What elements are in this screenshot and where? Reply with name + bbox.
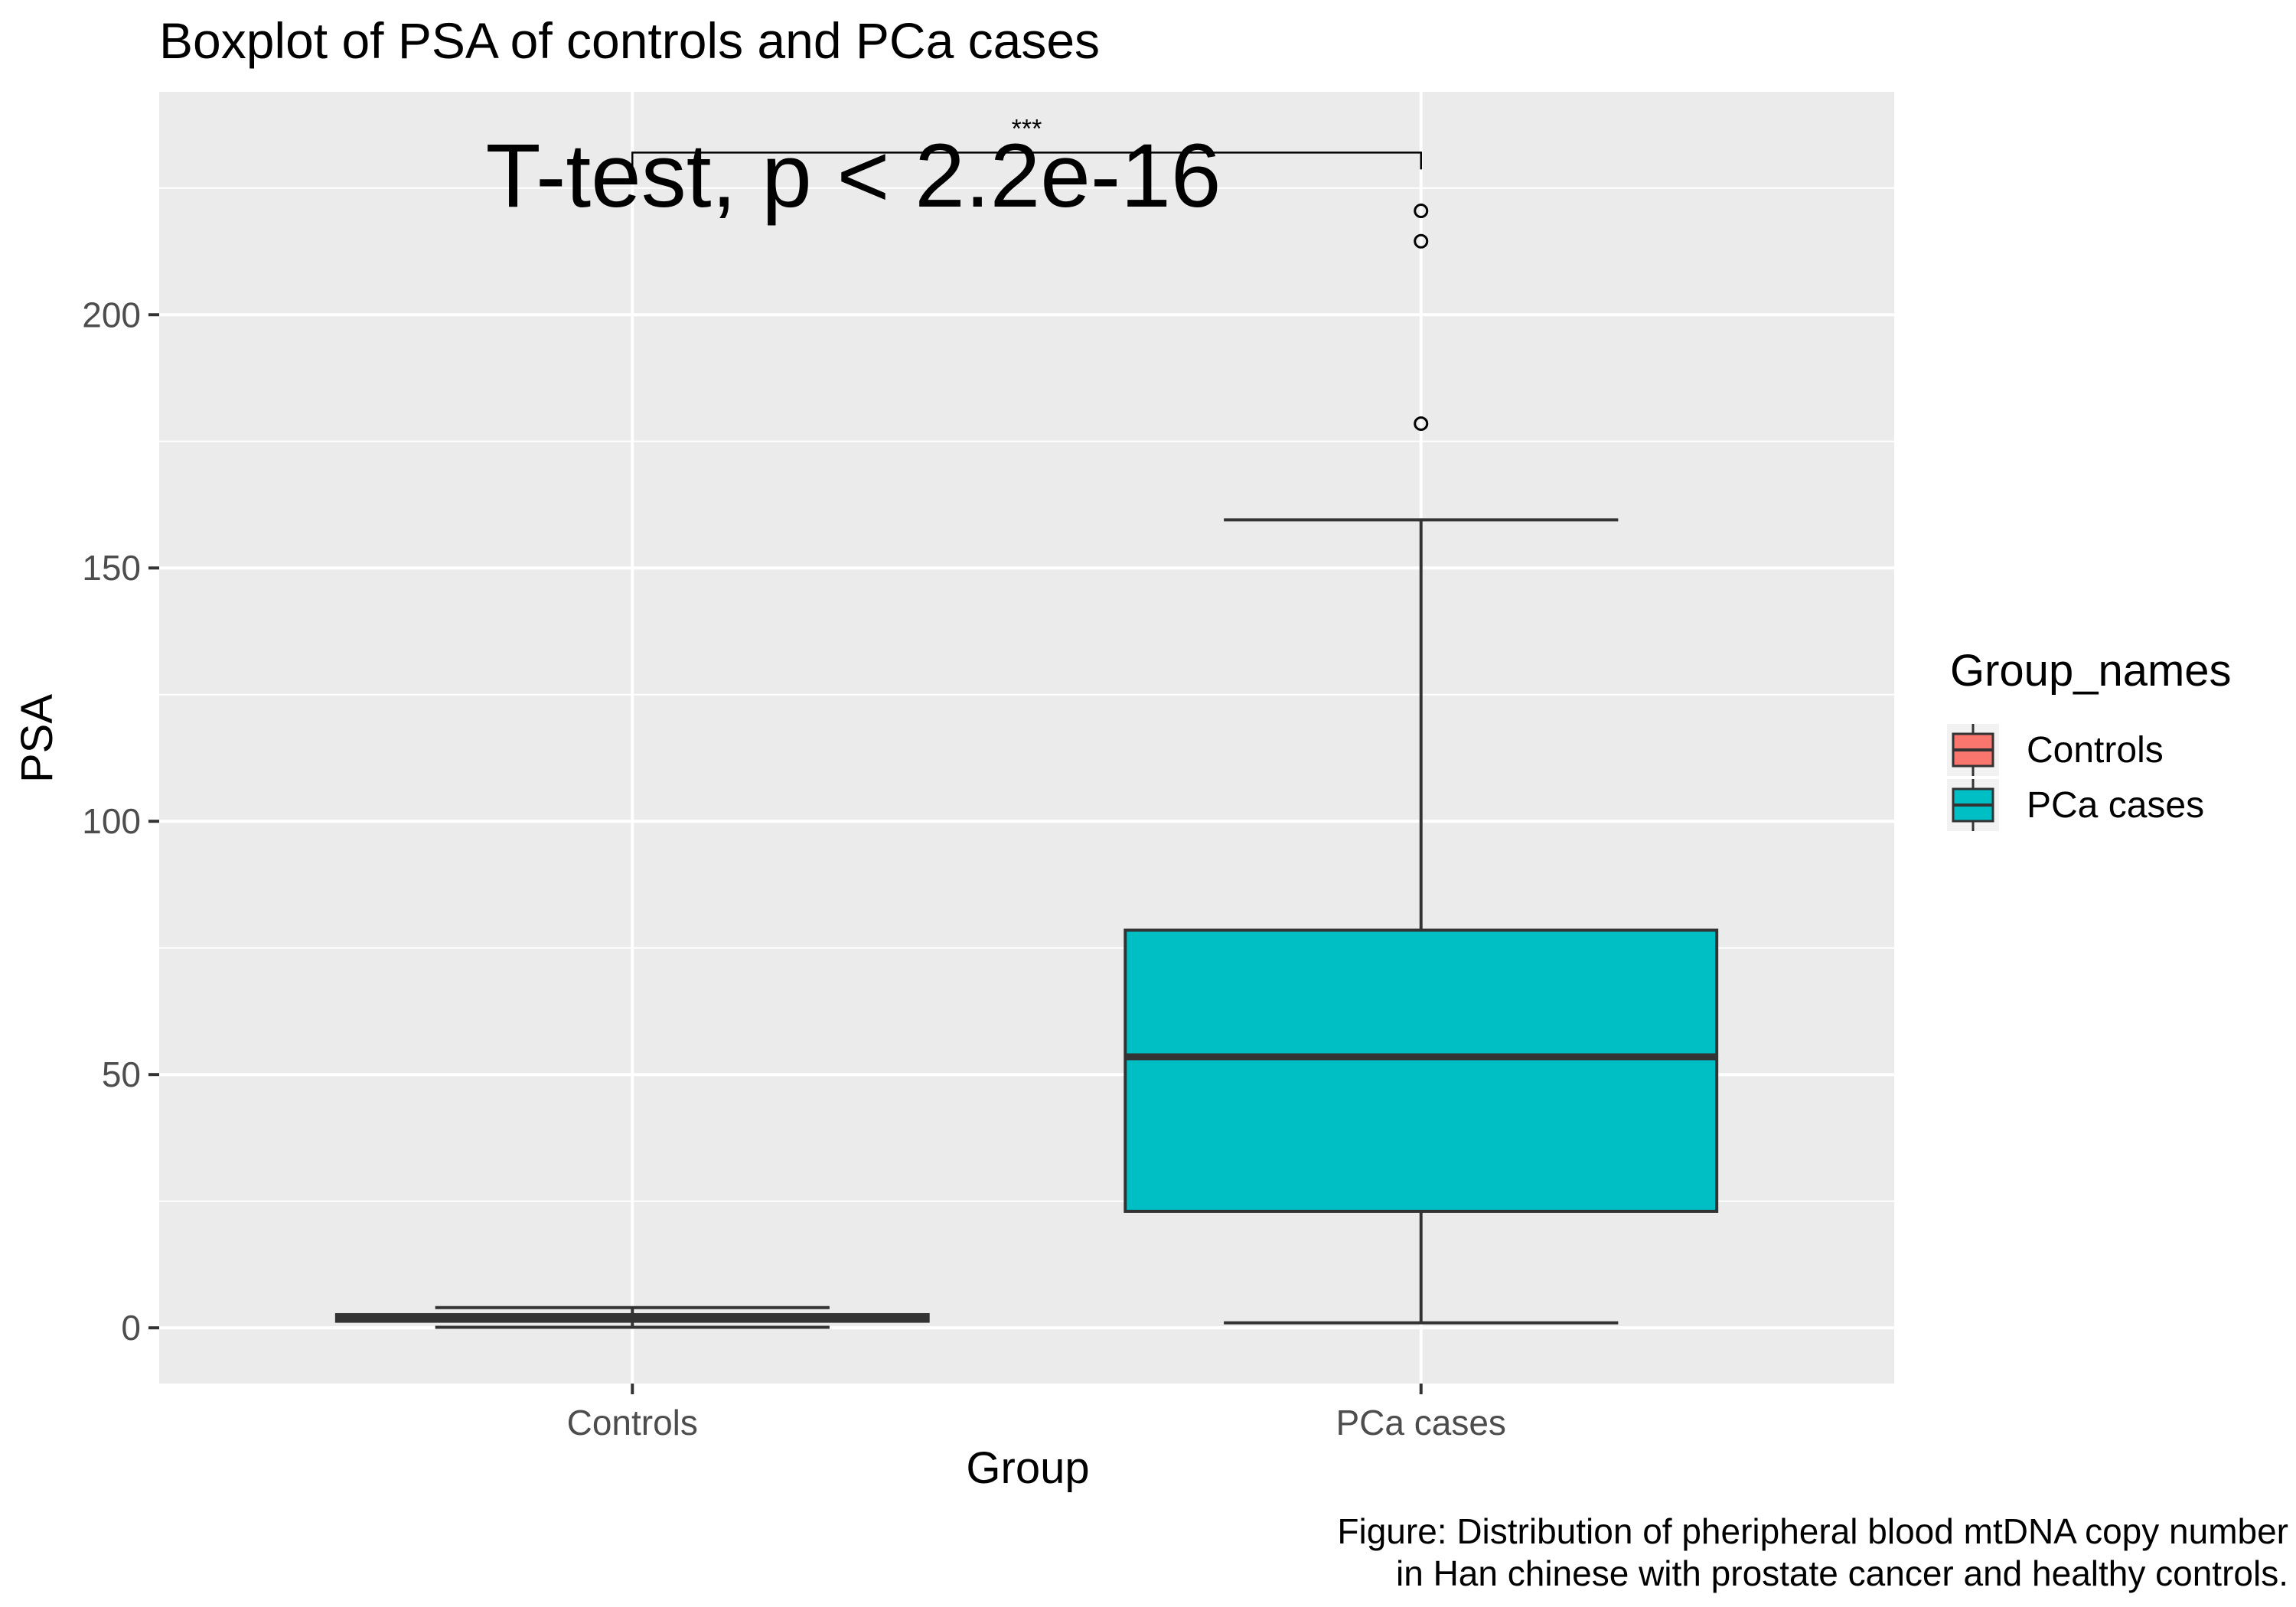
box-body [1124,928,1719,1213]
y-tick-label: 200 [82,295,141,334]
figure-caption: Figure: Distribution of pheripheral bloo… [1337,1511,2288,1593]
caption-line-2: in Han chinese with prostate cancer and … [1396,1553,2288,1593]
legend-label: Controls [2027,730,2164,771]
box-controls [334,1305,930,1329]
outlier-point [1414,204,1429,219]
legend-item: Controls [1947,724,2164,776]
test-annotation: T-test, p < 2.2e-16 [486,125,1221,227]
y-tick-label: 100 [82,801,141,841]
x-tick-label: Controls [567,1403,698,1442]
outlier-point [1414,233,1429,249]
chart-title: Boxplot of PSA of controls and PCa cases [159,12,1100,69]
box-pca-cases [1124,204,1719,1325]
legend-item: PCa cases [1947,779,2204,831]
caption-line-1: Figure: Distribution of pheripheral bloo… [1337,1511,2288,1551]
significance-stars: *** [1012,114,1042,143]
legend-label: PCa cases [2027,785,2204,826]
y-axis-title: PSA [12,694,62,783]
outlier-point [1414,416,1429,432]
x-tick-label: PCa cases [1336,1403,1506,1442]
x-axis-title: Group [966,1443,1089,1493]
legend: Group_names Controls PCa cases [1947,646,2232,831]
y-tick-label: 50 [102,1054,141,1094]
legend-title: Group_names [1950,646,2232,696]
y-tick-label: 150 [82,548,141,588]
y-tick-label: 0 [121,1308,141,1348]
significance-bracket [631,152,1422,170]
